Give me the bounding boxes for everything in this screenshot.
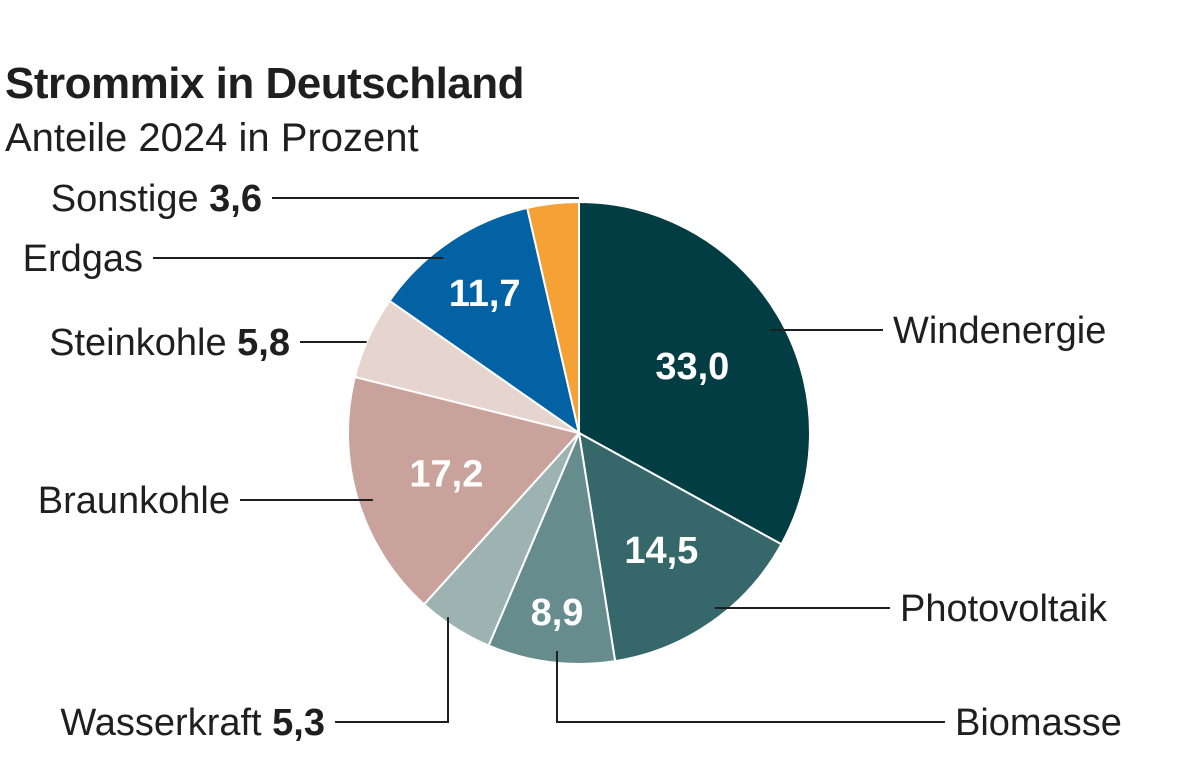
pie-value-label-photovoltaik: 14,5 (624, 530, 698, 572)
pie-category-label-windenergie: Windenergie (893, 310, 1106, 352)
pie-value-label-erdgas: 11,7 (449, 273, 521, 315)
category-name: Photovoltaik (900, 588, 1108, 630)
leader-line-wasserkraft (335, 617, 449, 723)
pie-slice-erdgas (388, 206, 581, 436)
category-name: Windenergie (893, 310, 1106, 352)
pie-category-label-sonstige: Sonstige 3,6 (51, 178, 262, 220)
pie-category-label-erdgas: Erdgas (23, 238, 143, 280)
pie-category-label-biomasse: Biomasse (955, 702, 1122, 744)
pie-slice-biomasse (487, 429, 617, 665)
pie-category-label-steinkohle: Steinkohle 5,8 (49, 322, 290, 364)
pie-slices (347, 200, 811, 665)
chart-subtitle: Anteile 2024 in Prozent (5, 116, 419, 160)
category-value: 5,3 (262, 702, 325, 744)
chart-title: Strommix in Deutschland (5, 59, 525, 108)
category-value: 3,6 (199, 178, 262, 220)
pie-slice-photovoltaik (577, 431, 783, 663)
category-name: Steinkohle (49, 322, 226, 364)
category-name: Erdgas (23, 238, 143, 280)
pie-value-label-braunkohle: 17,2 (409, 453, 483, 495)
pie-category-label-braunkohle: Braunkohle (38, 480, 230, 522)
pie-category-label-photovoltaik: Photovoltaik (900, 588, 1108, 630)
pie-value-label-biomasse: 8,9 (531, 592, 584, 634)
leader-line-biomasse (556, 650, 945, 723)
pie-value-labels: 33,0 14,5 8,9 17,2 11,7 (409, 273, 729, 634)
pie-category-label-wasserkraft: Wasserkraft 5,3 (60, 702, 325, 744)
pie-category-labels: Windenergie Photovoltaik Biomasse Wasserkra… (23, 178, 1122, 744)
leader-lines (153, 197, 945, 723)
category-name: Biomasse (955, 702, 1122, 744)
category-name: Sonstige (51, 178, 199, 220)
pie-slice-sonstige (525, 200, 580, 434)
category-name: Wasserkraft (60, 702, 262, 744)
category-value: 5,8 (227, 322, 290, 364)
pie-value-label-windenergie: 33,0 (655, 346, 729, 388)
pie-slice-windenergie (578, 200, 811, 546)
category-name: Braunkohle (38, 480, 230, 522)
